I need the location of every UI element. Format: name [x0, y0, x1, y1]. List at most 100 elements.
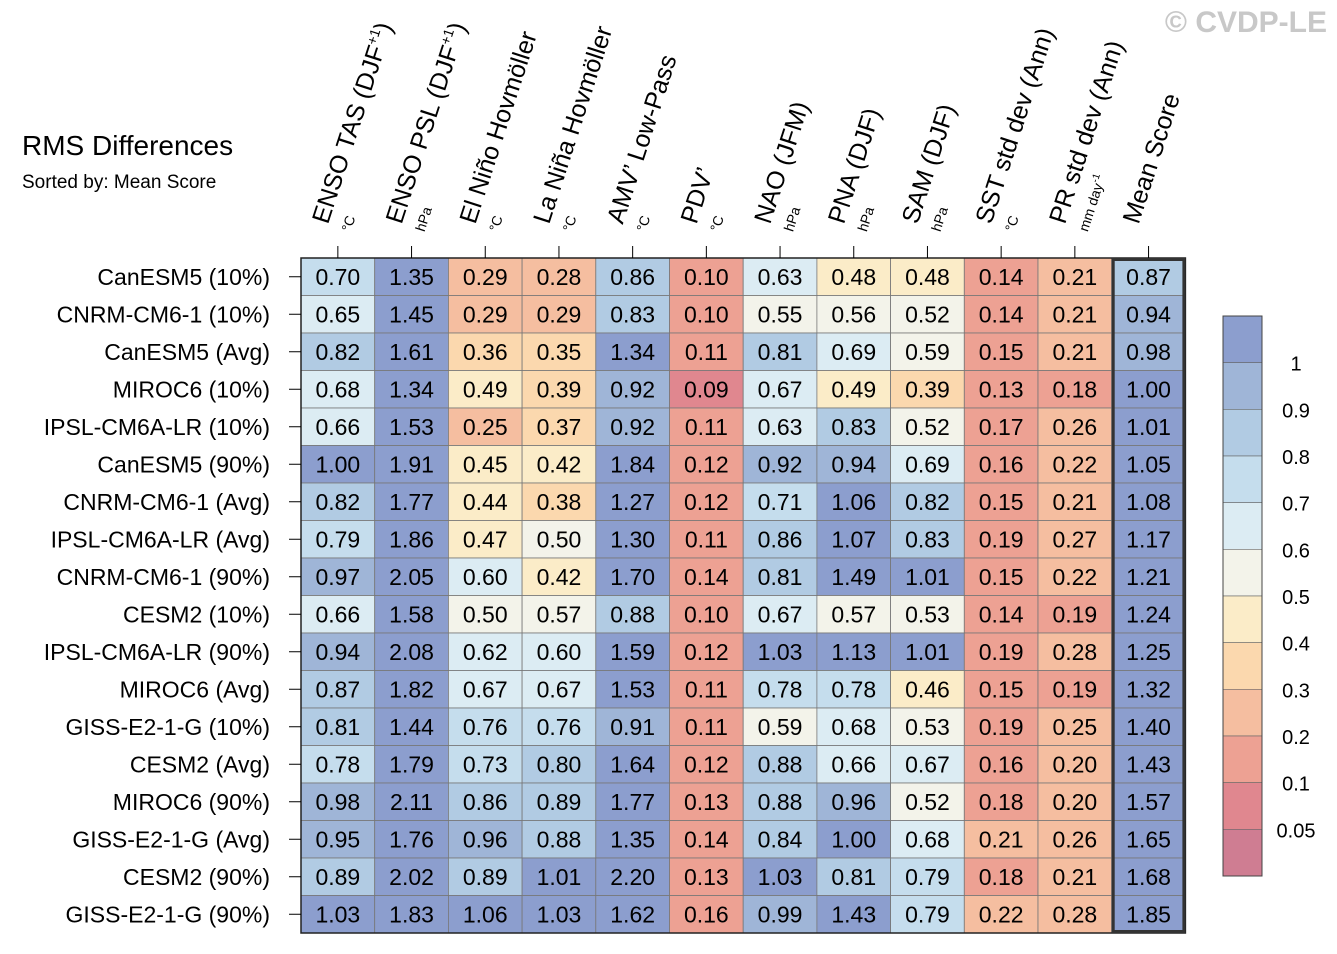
- cell-value: 0.55: [758, 301, 803, 327]
- cell-value: 1.34: [610, 339, 655, 365]
- colorbar-label: 0.4: [1282, 634, 1310, 656]
- cell-value: 0.89: [537, 789, 582, 815]
- heatmap-cell: [595, 557, 670, 596]
- cell-value: 2.05: [389, 564, 434, 590]
- cell-value: 0.21: [1052, 489, 1097, 515]
- cell-value: 0.29: [463, 301, 508, 327]
- cell-value: 1.68: [1126, 864, 1171, 890]
- column-unit: hPa: [412, 205, 435, 234]
- colorbar-swatch: [1222, 595, 1263, 643]
- colorbar-swatch: [1222, 689, 1263, 737]
- heatmap-cell: [890, 295, 965, 334]
- column-unit: °C: [707, 213, 727, 233]
- heatmap-cell: [595, 520, 670, 559]
- heatmap-cell: [374, 745, 449, 784]
- row-label: CNRM-CM6-1 (90%): [57, 564, 270, 590]
- cell-value: 1.91: [389, 451, 434, 477]
- column-unit: °C: [559, 213, 579, 233]
- cell-value: 0.19: [1052, 676, 1097, 702]
- heatmap-cell: [1111, 407, 1186, 446]
- cell-value: 0.69: [831, 339, 876, 365]
- cell-value: 2.11: [390, 789, 433, 815]
- cell-value: 0.21: [1052, 301, 1097, 327]
- colorbar-label: 0.1: [1282, 774, 1310, 796]
- cell-value: 0.67: [463, 676, 508, 702]
- cell-value: 0.86: [610, 264, 655, 290]
- heatmap-cell: [447, 895, 523, 934]
- cell-value: 1.82: [389, 676, 434, 702]
- cell-value: 1.25: [1126, 639, 1171, 665]
- cell-value: 0.25: [1052, 714, 1097, 740]
- cell-value: 0.11: [685, 526, 728, 552]
- heatmap-cell: [300, 370, 376, 409]
- cell-value: 0.78: [831, 676, 876, 702]
- column-label-text: ENSO TAS (DJF+1): [306, 19, 398, 227]
- heatmap-cell: [669, 670, 744, 709]
- row-label: CanESM5 (10%): [97, 264, 270, 290]
- heatmap-cell: [300, 295, 376, 334]
- heatmap-cell: [669, 857, 744, 896]
- cell-value: 1.35: [389, 264, 434, 290]
- cell-value: 1.05: [1126, 451, 1171, 477]
- column-unit-sup: -1: [1090, 172, 1103, 184]
- cell-value: 0.76: [537, 714, 582, 740]
- cell-value: 1.53: [610, 676, 655, 702]
- heatmap-cell: [300, 857, 376, 896]
- heatmap-cell: [890, 520, 965, 559]
- colorbar-swatch: [1222, 362, 1263, 410]
- cell-value: 0.28: [537, 264, 582, 290]
- cell-value: 0.10: [684, 264, 729, 290]
- cell-value: 1.32: [1126, 676, 1171, 702]
- cell-value: 0.42: [537, 451, 582, 477]
- column-unit-text: °C: [559, 213, 579, 233]
- heatmap-cell: [447, 632, 523, 671]
- watermark: © CVDP-LE: [1164, 6, 1327, 39]
- cell-value: 0.83: [905, 526, 950, 552]
- colorbar-swatch: [1222, 502, 1263, 550]
- cell-value: 0.76: [463, 714, 508, 740]
- cell-value: 0.92: [610, 414, 655, 440]
- heatmap-cell: [521, 445, 597, 484]
- heatmap-cell: [890, 820, 965, 859]
- colorbar-label: 0.7: [1282, 494, 1310, 516]
- cell-value: 0.59: [905, 339, 950, 365]
- column-unit: °C: [338, 213, 358, 233]
- heatmap-cell: [742, 782, 818, 821]
- cell-value: 0.98: [1126, 339, 1171, 365]
- heatmap-cell: [521, 782, 597, 821]
- cell-value: 0.81: [758, 564, 803, 590]
- cell-value: 0.12: [684, 751, 729, 777]
- cell-value: 0.69: [905, 451, 950, 477]
- heatmap-cell: [669, 520, 744, 559]
- column-label-main: El Niño Hovmöller: [454, 28, 542, 227]
- heatmap-cell: [1111, 332, 1186, 371]
- heatmap-cell: [742, 370, 818, 409]
- heatmap-cell: [521, 520, 597, 559]
- heatmap-cell: [1037, 782, 1113, 821]
- cell-value: 0.29: [463, 264, 508, 290]
- heatmap-cell: [1037, 857, 1113, 896]
- cell-value: 0.96: [831, 789, 876, 815]
- column-label-text: El Niño Hovmöller: [454, 28, 542, 227]
- heatmap-cell: [816, 595, 892, 634]
- cell-value: 0.86: [463, 789, 508, 815]
- cell-value: 1.00: [315, 451, 360, 477]
- cell-value: 2.08: [389, 639, 434, 665]
- cell-value: 0.88: [537, 826, 582, 852]
- cell-value: 1.03: [758, 639, 803, 665]
- colorbar-swatch: [1222, 455, 1263, 503]
- heatmap-cell: [300, 820, 376, 859]
- cell-value: 0.17: [979, 414, 1024, 440]
- cell-value: 1.62: [610, 901, 655, 927]
- heatmap-cell: [447, 857, 523, 896]
- heatmap-cell: [1037, 520, 1113, 559]
- cell-value: 0.22: [1052, 564, 1097, 590]
- cell-value: 0.86: [758, 526, 803, 552]
- heatmap-cell: [374, 595, 449, 634]
- heatmap-cell: [595, 295, 670, 334]
- cell-value: 0.49: [463, 376, 508, 402]
- cell-value: 0.79: [905, 901, 950, 927]
- colorbar-label: 0.3: [1282, 680, 1310, 702]
- heatmap-cell: [1037, 595, 1113, 634]
